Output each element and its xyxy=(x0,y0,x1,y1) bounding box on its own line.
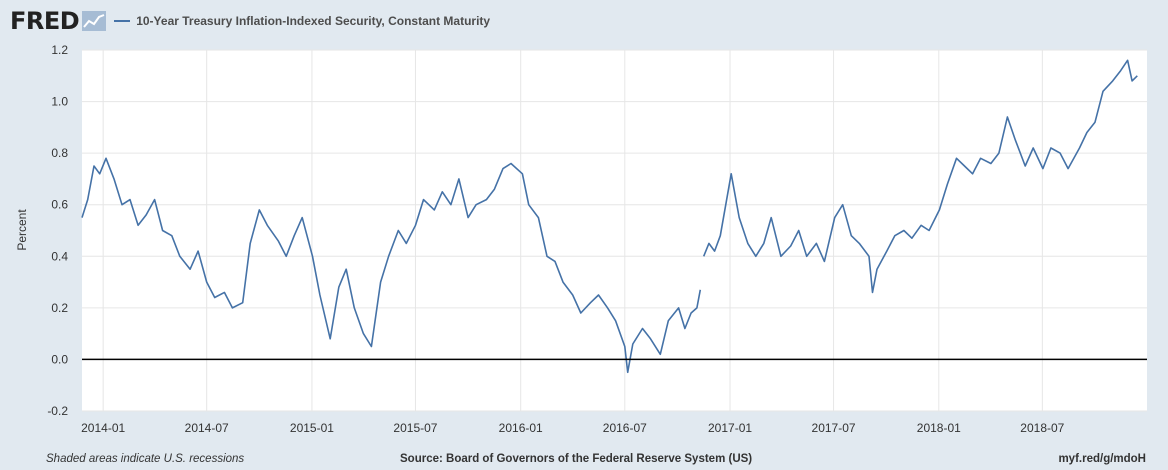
line-graph-icon xyxy=(82,11,107,31)
y-tick-label: 0.0 xyxy=(51,352,68,366)
fred-logo[interactable]: FRED xyxy=(10,7,107,35)
recession-note: Shaded areas indicate U.S. recessions xyxy=(46,453,245,465)
source-note: Source: Board of Governors of the Federa… xyxy=(400,453,753,465)
legend-swatch xyxy=(114,20,131,22)
y-tick-label: -0.2 xyxy=(47,404,68,418)
series-lines xyxy=(81,59,1138,374)
grid-lines xyxy=(82,49,1147,412)
y-tick-label: 0.2 xyxy=(51,301,68,315)
x-tick-label: 2016-01 xyxy=(499,421,543,435)
fred-logo-text: FRED xyxy=(10,7,80,35)
x-tick-label: 2016-07 xyxy=(603,421,647,435)
x-tick-label: 2017-01 xyxy=(708,421,752,435)
y-tick-label: 0.8 xyxy=(51,146,68,160)
series-line xyxy=(81,157,702,374)
short-url-link[interactable]: myf.red/g/mdoH xyxy=(1058,453,1146,465)
plot-area xyxy=(82,50,1147,411)
y-axis-ticks: -0.2 0.0 0.2 0.4 0.6 0.8 1.0 1.2 xyxy=(47,43,68,418)
y-tick-label: 1.2 xyxy=(51,43,68,57)
y-axis-label: Percent xyxy=(15,209,29,251)
x-tick-label: 2018-07 xyxy=(1020,421,1064,435)
x-tick-label: 2014-01 xyxy=(81,421,125,435)
x-tick-label: 2015-07 xyxy=(393,421,437,435)
chart-legend[interactable]: 10-Year Treasury Inflation-Indexed Secur… xyxy=(114,14,490,28)
x-axis-ticks: 2014-01 2014-07 2015-01 2015-07 2016-01 2016-… xyxy=(81,421,1065,435)
x-tick-label: 2018-01 xyxy=(917,421,961,435)
y-tick-label: 0.4 xyxy=(51,249,68,263)
x-tick-label: 2017-07 xyxy=(812,421,856,435)
legend-label: 10-Year Treasury Inflation-Indexed Secur… xyxy=(136,14,491,28)
x-tick-label: 2014-07 xyxy=(185,421,229,435)
series-line xyxy=(702,59,1138,294)
x-tick-label: 2015-01 xyxy=(290,421,334,435)
chart-header: FRED 10-Year Treasury Inflation-Indexed … xyxy=(10,6,490,36)
y-tick-label: 0.6 xyxy=(51,198,68,212)
y-tick-label: 1.0 xyxy=(51,95,68,109)
